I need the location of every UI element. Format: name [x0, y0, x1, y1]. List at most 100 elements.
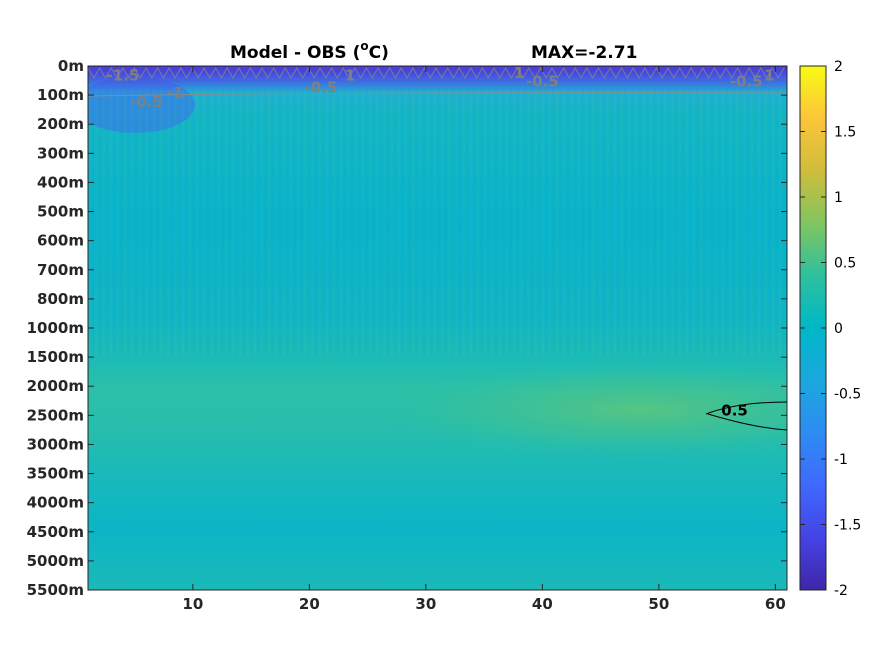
striation [642, 90, 645, 355]
striation-dark [170, 90, 174, 355]
striation-dark [718, 90, 721, 355]
x-tick-label: 10 [182, 595, 203, 613]
striation-dark [516, 90, 519, 355]
y-tick-label: 500m [37, 203, 84, 221]
y-tick-label: 5000m [27, 552, 84, 570]
striation-dark [480, 90, 483, 355]
striation [412, 90, 415, 355]
striation [743, 90, 746, 355]
chart-title-left: Model - OBS (oC) [230, 39, 389, 63]
striation [397, 90, 401, 355]
striation [289, 90, 293, 355]
striation [750, 90, 753, 355]
colorbar-tick-label: -1.5 [834, 518, 861, 534]
striation [318, 90, 321, 355]
striation-dark [451, 90, 454, 355]
striation [332, 90, 336, 355]
striation-dark [646, 90, 649, 355]
striation-dark [120, 90, 123, 355]
striation-dark [458, 90, 462, 355]
striation [102, 90, 105, 355]
chart-title-right: MAX=-2.71 [531, 43, 637, 63]
striation-dark [235, 90, 238, 355]
colorbar-tick-label: 0 [834, 321, 843, 337]
y-tick-label: 700m [37, 261, 84, 279]
striation [188, 90, 192, 355]
y-tick-label: 200m [37, 115, 84, 133]
contour-label: 1 [345, 67, 355, 85]
striation-dark [768, 90, 771, 355]
colorbar-tick-label: -0.5 [834, 387, 861, 403]
striation-dark [106, 90, 109, 355]
striation-dark [278, 90, 282, 355]
striation-dark [149, 90, 152, 355]
striation-dark [386, 90, 390, 355]
colorbar-tick-label: 2 [834, 59, 843, 75]
striation-dark [228, 90, 231, 355]
striation-dark [667, 90, 670, 355]
contour-line-0-5-top [705, 401, 787, 415]
contour-label: 0.5 [721, 402, 748, 420]
striation [282, 90, 285, 355]
contour-label: 1 [514, 64, 524, 82]
striation [476, 90, 480, 355]
striation-dark [257, 90, 260, 355]
striation-dark [408, 90, 411, 355]
striation [426, 90, 429, 355]
striation [577, 90, 581, 355]
striation [260, 90, 264, 355]
y-tick-label: 4500m [27, 523, 84, 541]
striation-dark [581, 90, 584, 355]
striation [534, 90, 537, 355]
striation-dark [206, 90, 210, 355]
striation [462, 90, 465, 355]
striation [361, 90, 365, 355]
striation [160, 90, 163, 355]
striation [779, 90, 782, 355]
striation-dark [682, 90, 685, 355]
striation [232, 90, 235, 355]
striation-dark [142, 90, 145, 355]
striation-dark [689, 90, 692, 355]
striation-dark [415, 90, 418, 355]
striation-dark [775, 90, 778, 355]
contour-label: -1 [167, 84, 184, 102]
striation [548, 90, 552, 355]
striation [635, 90, 638, 355]
y-tick-label: 4000m [27, 494, 84, 512]
striation [520, 90, 523, 355]
striation-dark [595, 90, 598, 355]
striation [592, 90, 595, 355]
striation-dark [566, 90, 570, 355]
striation-dark [588, 90, 591, 355]
striation [181, 90, 185, 355]
colorbar-tick-label: 1 [834, 190, 843, 206]
striation-dark [502, 90, 505, 355]
striation-dark [703, 90, 706, 355]
striation-dark [365, 90, 368, 355]
striation [203, 90, 206, 355]
surface-contour-zigzag [88, 67, 785, 79]
striation [671, 90, 674, 355]
striation [253, 90, 257, 355]
striation [664, 90, 667, 355]
striation [419, 90, 422, 355]
contour-labels: -1.5-0.5 -1 -0.51 1 -0.5 -0.5 10.5 [107, 64, 775, 420]
striation [563, 90, 566, 355]
striation [138, 90, 141, 355]
striation-dark [322, 90, 325, 355]
striation-dark [509, 90, 512, 355]
striation-dark [574, 90, 577, 355]
striation-dark [631, 90, 634, 355]
vertical-striations [88, 90, 787, 355]
colorbar-tick-label: 0.5 [834, 256, 856, 272]
striation-dark [185, 90, 188, 355]
striation [541, 90, 545, 355]
striation [311, 90, 314, 355]
striation [109, 90, 113, 355]
heatmap-area: -1.5-0.5 -1 -0.51 1 -0.5 -0.5 10.5 [88, 64, 787, 590]
striation-dark [134, 90, 138, 355]
striation [404, 90, 408, 355]
striation [296, 90, 300, 355]
